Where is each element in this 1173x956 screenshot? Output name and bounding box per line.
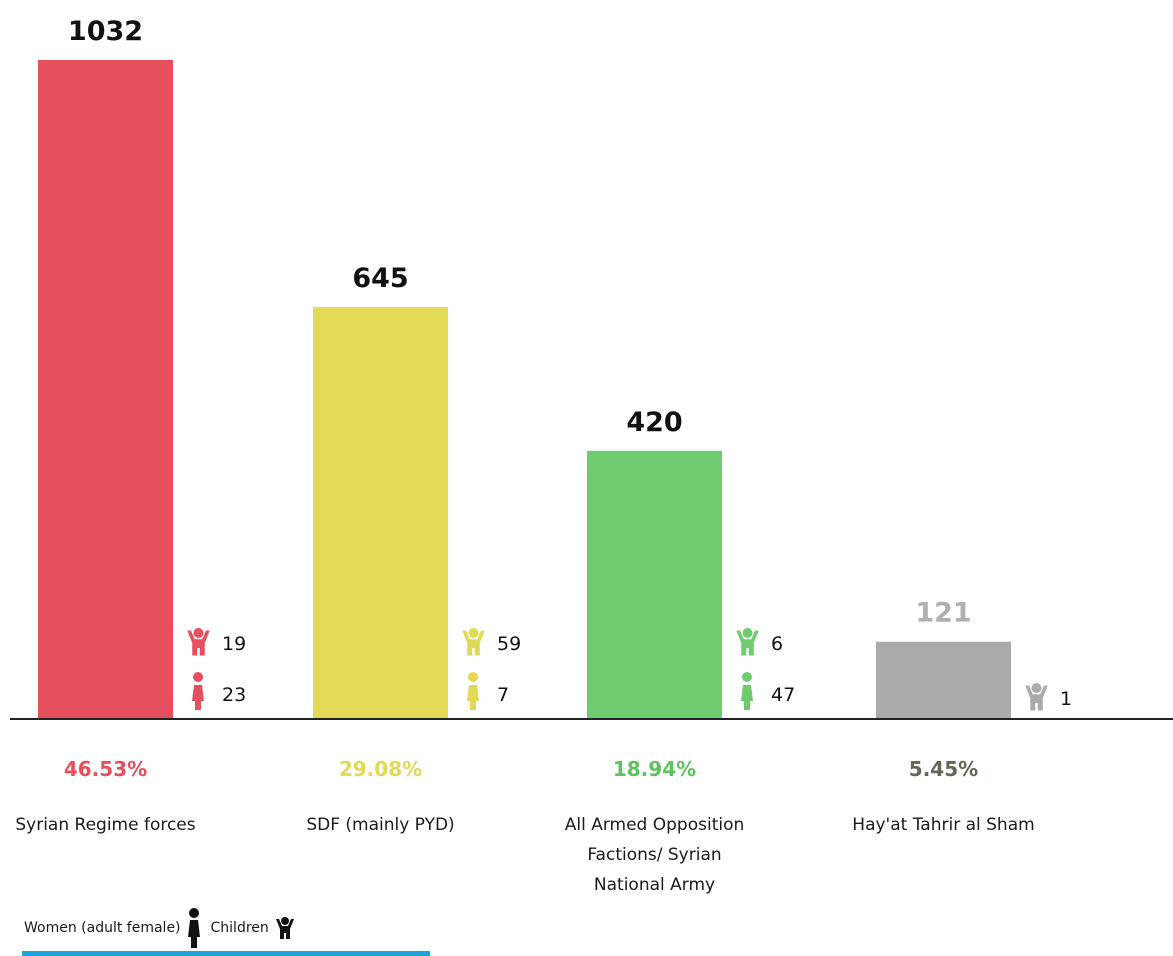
bar-1 [313, 307, 448, 719]
category-label: Hay'at Tahrir al Sham [824, 810, 1064, 840]
value-label-1: 645 [352, 263, 408, 294]
category-label: Syrian Regime forces [0, 810, 226, 840]
category-label-line: SDF (mainly PYD) [306, 815, 455, 835]
children-count-0: 19 [222, 633, 246, 655]
category-label-line: Factions/ Syrian [587, 845, 722, 865]
legend-children-label: Children [210, 920, 269, 936]
woman-icon [467, 672, 479, 710]
legend-women: Women (adult female) [24, 908, 201, 948]
bar-3 [876, 641, 1011, 719]
percentage-label: 29.08% [338, 757, 423, 781]
woman-icon [741, 672, 753, 710]
children-count-2: 6 [771, 633, 783, 655]
bar-0 [38, 60, 173, 719]
category-label: SDF (mainly PYD) [261, 810, 501, 840]
category-label: All Armed Opposition Factions/ Syrian Nati… [535, 810, 775, 900]
category-label-line: All Armed Opposition [564, 815, 745, 835]
percentage-label: 5.45% [908, 757, 979, 781]
child-icon [462, 628, 485, 656]
children-count-3: 1 [1060, 688, 1072, 710]
women-count-0: 23 [222, 684, 246, 706]
legend-underline [22, 951, 430, 956]
child-icon [736, 628, 759, 656]
legend-women-label: Women (adult female) [24, 920, 181, 936]
category-label-line: Hay'at Tahrir al Sham [852, 815, 1035, 835]
value-label-2: 420 [626, 407, 682, 438]
woman-icon [192, 672, 204, 710]
child-icon [275, 917, 294, 939]
percentage-label: 46.53% [63, 757, 148, 781]
value-label-0: 1032 [68, 16, 143, 47]
children-count-1: 59 [497, 633, 521, 655]
women-count-2: 47 [771, 684, 795, 706]
percentage-label: 18.94% [612, 757, 697, 781]
legend-children: Children [211, 917, 295, 939]
women-count-1: 7 [497, 684, 509, 706]
category-label-line: National Army [593, 875, 716, 895]
child-icon [1025, 683, 1048, 711]
bar-2 [587, 450, 722, 719]
child-icon [187, 628, 210, 656]
value-label-3: 121 [915, 598, 971, 629]
woman-icon [187, 908, 200, 948]
legend: Women (adult female) Children [24, 908, 295, 948]
category-label-line: Syrian Regime forces [15, 815, 196, 835]
